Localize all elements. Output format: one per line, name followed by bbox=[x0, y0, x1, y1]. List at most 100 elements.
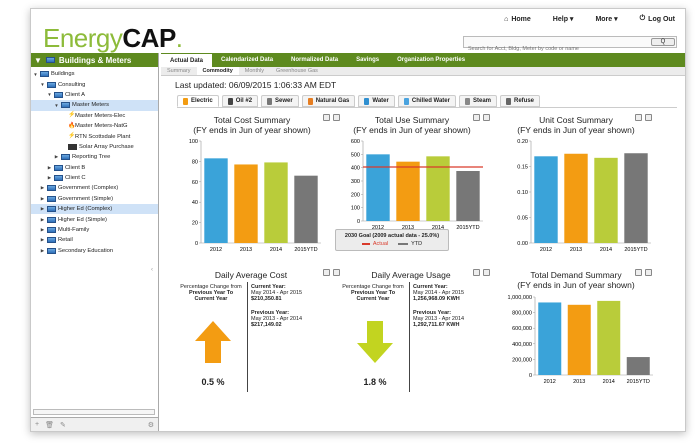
more-menu[interactable]: More ▾ bbox=[595, 16, 618, 23]
tree-item[interactable]: ▶ Retail bbox=[31, 235, 158, 245]
main-tab[interactable]: Actual Data bbox=[161, 53, 213, 67]
main-tab[interactable]: Organization Properties bbox=[397, 57, 466, 63]
y-tick-label: 600 bbox=[351, 139, 360, 145]
chart-options-icon[interactable] bbox=[635, 269, 642, 276]
sidebar-header[interactable]: ▼ Buildings & Meters bbox=[31, 53, 158, 67]
chart-options-icon[interactable] bbox=[323, 114, 330, 121]
settings-icon[interactable]: ⚙ bbox=[147, 421, 154, 429]
power-icon: ⏻ bbox=[639, 15, 646, 22]
main-tab[interactable]: Calendarized Data bbox=[221, 57, 274, 63]
logout-link[interactable]: ⏻ Log Out bbox=[639, 15, 675, 23]
chart-options-icon[interactable] bbox=[323, 269, 330, 276]
x-tick-label: 2012 bbox=[540, 247, 552, 253]
gas-meter-icon: 🔥 bbox=[68, 122, 76, 129]
collapsed-icon[interactable]: ▶ bbox=[40, 206, 45, 212]
expanded-icon[interactable]: ▼ bbox=[47, 92, 52, 98]
collapsed-icon[interactable]: ▶ bbox=[54, 154, 59, 160]
tree-item[interactable]: ▶ Higher Ed (Complex) bbox=[31, 204, 158, 215]
daily-usage-title: Daily Average Usage bbox=[371, 270, 451, 280]
main-tab[interactable]: Savings bbox=[356, 57, 380, 63]
sub-tab[interactable]: Commodity bbox=[196, 67, 239, 75]
tree-item[interactable]: Solar Array Purchase bbox=[31, 142, 158, 152]
commodity-tab[interactable]: Refuse bbox=[500, 95, 541, 107]
help-menu[interactable]: Help ▾ bbox=[552, 16, 574, 23]
add-icon[interactable]: + bbox=[35, 421, 40, 428]
commodity-tab[interactable]: Chilled Water bbox=[397, 95, 456, 107]
tree-item[interactable]: ▶ Client C bbox=[31, 173, 158, 183]
expanded-icon[interactable]: ▼ bbox=[54, 102, 59, 108]
export-icon[interactable] bbox=[645, 114, 652, 121]
tree-item-label: Consulting bbox=[58, 81, 86, 88]
tree-item[interactable]: ▼ Consulting bbox=[31, 79, 158, 89]
chart-options-icon[interactable] bbox=[635, 114, 642, 121]
tree-item[interactable]: ▶ Higher Ed (Simple) bbox=[31, 214, 158, 224]
unit-cost-tools bbox=[635, 114, 652, 121]
folder-icon bbox=[47, 195, 56, 202]
tree-item[interactable]: ▶ Government (Complex) bbox=[31, 183, 158, 193]
tree-item[interactable]: ▼ Buildings bbox=[31, 69, 158, 79]
sub-tab[interactable]: Summary bbox=[167, 68, 191, 74]
export-icon[interactable] bbox=[645, 269, 652, 276]
bar-2012 bbox=[538, 302, 562, 375]
collapsed-icon[interactable]: ▶ bbox=[40, 185, 45, 191]
tree-item[interactable]: ▶ Multi-Family bbox=[31, 225, 158, 235]
collapsed-icon[interactable]: ▶ bbox=[47, 164, 52, 170]
collapsed-icon[interactable]: ▶ bbox=[40, 247, 45, 253]
commodity-tab[interactable]: Sewer bbox=[261, 95, 299, 107]
refuse-icon bbox=[506, 97, 511, 105]
tree-item[interactable]: ▶ Secondary Education bbox=[31, 246, 158, 256]
main-tab[interactable]: Normalized Data bbox=[291, 57, 339, 63]
collapsed-icon[interactable]: ▶ bbox=[40, 237, 45, 243]
chart-options-icon[interactable] bbox=[473, 114, 480, 121]
collapsed-icon[interactable]: ▶ bbox=[40, 227, 45, 233]
y-tick-label: 100 bbox=[351, 206, 360, 212]
search-input[interactable] bbox=[464, 44, 644, 54]
commodity-tab[interactable]: Steam bbox=[458, 95, 497, 107]
commodity-tab[interactable]: Water bbox=[358, 95, 395, 107]
x-tick-label: 2014 bbox=[270, 247, 282, 253]
search-button[interactable]: Q bbox=[651, 38, 675, 46]
folder-icon bbox=[54, 164, 63, 171]
collapsed-icon[interactable]: ▶ bbox=[47, 175, 52, 181]
collapsed-icon[interactable]: ▶ bbox=[40, 195, 45, 201]
tree-item[interactable]: ▶ Government (Simple) bbox=[31, 194, 158, 204]
tree-item[interactable]: ▶ Reporting Tree bbox=[31, 152, 158, 162]
commodity-tab[interactable]: Oil #2 bbox=[221, 95, 259, 107]
y-tick-label: 100 bbox=[189, 139, 198, 145]
bar-2014 bbox=[264, 162, 288, 243]
edit-icon[interactable]: ✎ bbox=[59, 421, 66, 429]
commodity-tab[interactable]: Electric bbox=[177, 95, 219, 107]
y-tick-label: 0.05 bbox=[517, 216, 528, 222]
goal-text: 2030 Goal (2009 actual data - 25.0%) bbox=[344, 233, 440, 239]
export-icon[interactable] bbox=[483, 269, 490, 276]
delete-icon[interactable]: 🗑 bbox=[45, 421, 54, 429]
home-link[interactable]: ⌂ Home bbox=[504, 15, 531, 23]
sub-tab[interactable]: Monthly bbox=[244, 68, 265, 74]
tree-item[interactable]: ▼ Client A bbox=[31, 90, 158, 100]
x-tick-label: 2012 bbox=[372, 225, 384, 231]
commodity-tab[interactable]: Natural Gas bbox=[301, 95, 356, 107]
export-icon[interactable] bbox=[483, 114, 490, 121]
tree-item[interactable]: ▶ Client B bbox=[31, 163, 158, 173]
folder-icon bbox=[47, 247, 56, 254]
demand-subtitle: (FY ends in Jun of year shown) bbox=[517, 280, 635, 290]
splitter-handle[interactable]: ‹ bbox=[151, 267, 153, 273]
export-icon[interactable] bbox=[333, 114, 340, 121]
energycap-logo[interactable]: EnergyCAP. bbox=[43, 23, 183, 53]
total-use-title: Total Use Summary bbox=[374, 115, 450, 125]
tree-item[interactable]: ⚡ Master Meters-Elec bbox=[31, 111, 158, 121]
export-icon[interactable] bbox=[333, 269, 340, 276]
chart-options-icon[interactable] bbox=[473, 269, 480, 276]
tree-item[interactable]: ⚡ RTN Scottsdale Plant bbox=[31, 131, 158, 141]
buildings-icon bbox=[45, 57, 55, 63]
collapsed-icon[interactable]: ▶ bbox=[40, 216, 45, 222]
sub-tab[interactable]: Greenhouse Gas bbox=[276, 68, 318, 74]
horizontal-scrollbar[interactable] bbox=[33, 409, 155, 415]
tree-item[interactable]: 🔥 Master Meters-NatG bbox=[31, 121, 158, 131]
expanded-icon[interactable]: ▼ bbox=[33, 71, 38, 77]
tree-item[interactable]: ▼ Master Meters bbox=[31, 100, 158, 111]
y-tick-label: 200,000 bbox=[512, 357, 532, 363]
y-tick-label: 0.20 bbox=[517, 139, 528, 145]
goal-legend: 2030 Goal (2009 actual data - 25.0%) Act… bbox=[335, 229, 449, 251]
expanded-icon[interactable]: ▼ bbox=[40, 82, 45, 88]
